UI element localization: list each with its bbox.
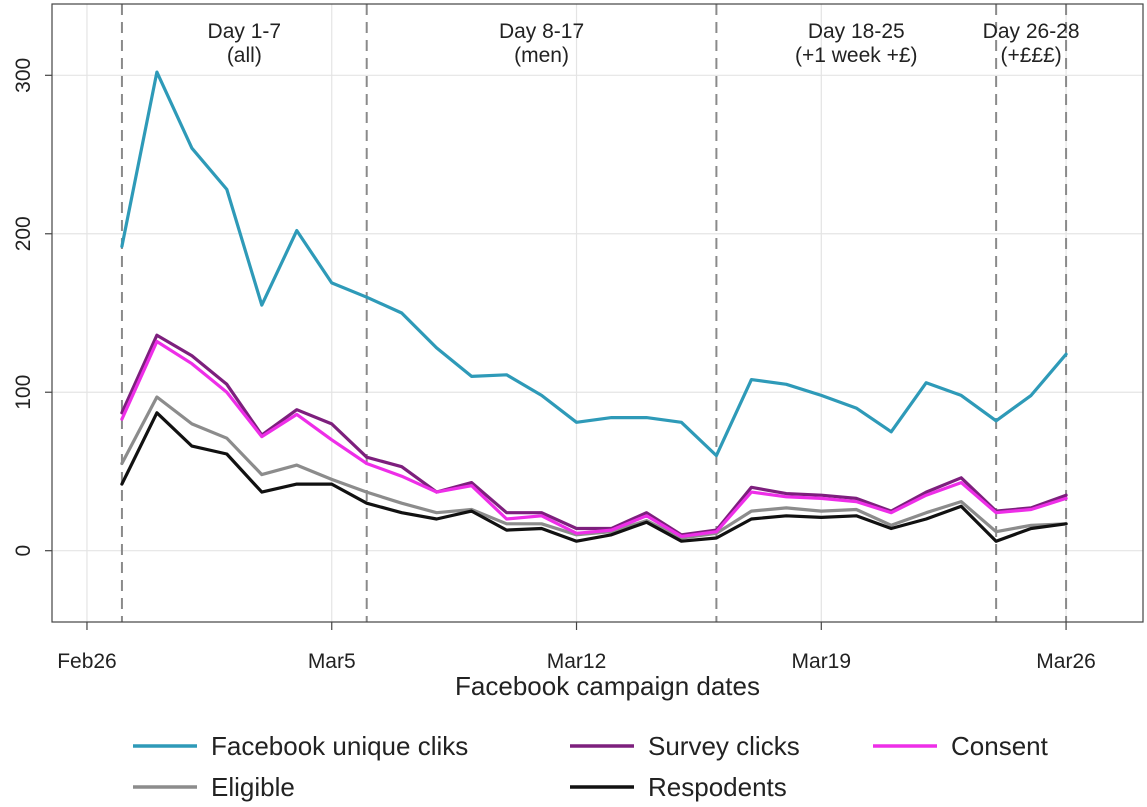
phase-label-title: Day 18-25 bbox=[808, 20, 905, 43]
phase-label-group: (all) bbox=[227, 44, 262, 67]
legend-label: Facebook unique cliks bbox=[211, 731, 468, 761]
y-tick-label: 100 bbox=[12, 375, 35, 410]
legend-label: Consent bbox=[951, 731, 1049, 761]
phase-label-title: Day 1-7 bbox=[208, 20, 282, 43]
x-tick-label: Mar19 bbox=[792, 650, 852, 673]
x-axis-title: Facebook campaign dates bbox=[455, 671, 760, 701]
phase-label-group: (+1 week +£) bbox=[795, 44, 918, 67]
phase-label-title: Day 26-28 bbox=[983, 20, 1080, 43]
plot-frame bbox=[51, 3, 1144, 623]
series-line-survey-clicks bbox=[120, 333, 1068, 537]
legend-label: Eligible bbox=[211, 772, 295, 802]
phase-dividers bbox=[120, 4, 1068, 622]
y-tick-label: 200 bbox=[12, 216, 35, 251]
phase-label-group: (+£££) bbox=[1000, 44, 1061, 67]
y-axis-ticks: 0 100 200 300 bbox=[12, 58, 52, 557]
series-line-eligible bbox=[120, 395, 1068, 540]
legend: Facebook unique cliks Survey clicks Consen… bbox=[133, 731, 1049, 802]
x-tick-label: Mar26 bbox=[1036, 650, 1096, 673]
phase-label-group: (men) bbox=[514, 44, 569, 67]
data-series bbox=[120, 70, 1068, 543]
legend-label: Survey clicks bbox=[648, 731, 800, 761]
phase-label-title: Day 8-17 bbox=[499, 20, 584, 43]
x-tick-label: Mar5 bbox=[308, 650, 356, 673]
series-line-facebook-unique-cliks bbox=[120, 70, 1068, 458]
x-axis-ticks: Feb26 Mar5 Mar12 Mar19 Mar26 bbox=[57, 622, 1096, 673]
x-tick-label: Feb26 bbox=[57, 650, 117, 673]
y-tick-label: 0 bbox=[12, 545, 35, 557]
y-tick-label: 300 bbox=[12, 58, 35, 93]
x-tick-label: Mar12 bbox=[547, 650, 607, 673]
phase-labels: Day 1-7(all) Day 8-17(men) Day 18-25(+1 we… bbox=[208, 20, 1080, 67]
series-line-respodents bbox=[120, 411, 1068, 543]
series-line-consent bbox=[120, 339, 1068, 539]
legend-label: Respodents bbox=[648, 772, 787, 802]
